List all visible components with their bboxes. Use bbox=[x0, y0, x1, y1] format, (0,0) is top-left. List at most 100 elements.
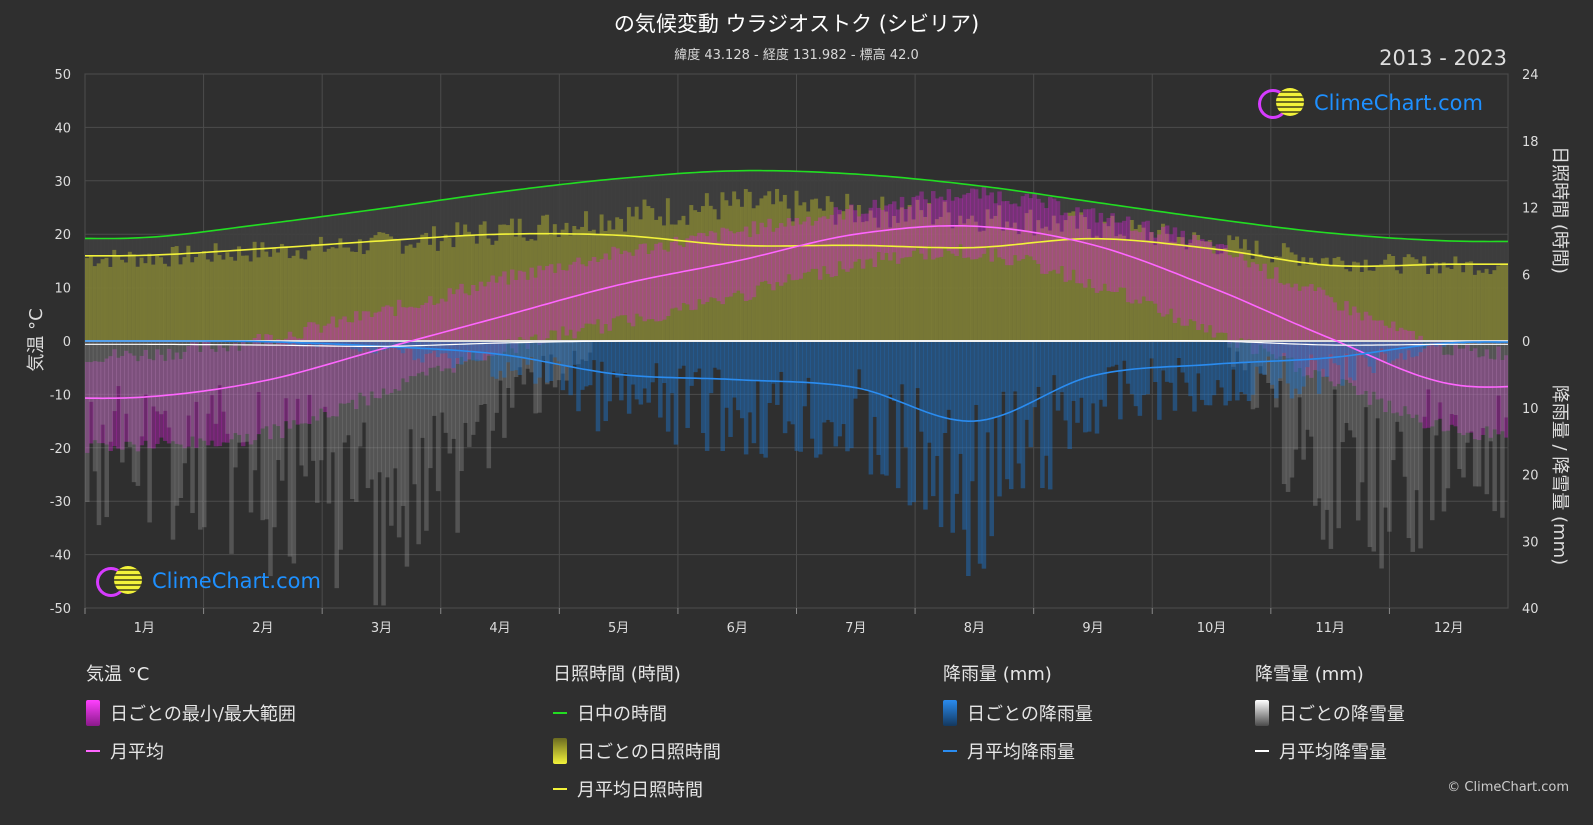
temp-range-bar bbox=[611, 246, 616, 319]
temp-range-bar bbox=[1422, 348, 1427, 429]
sunshine-bar bbox=[1258, 253, 1263, 341]
temp-range-bar bbox=[248, 344, 254, 445]
rain-bar bbox=[1192, 341, 1197, 412]
rain-bar bbox=[1153, 341, 1158, 383]
sunshine-bar bbox=[400, 253, 406, 341]
snow-bar bbox=[416, 341, 421, 545]
sunshine-bar bbox=[942, 201, 948, 341]
y-left-tick-label: 0 bbox=[63, 335, 71, 350]
rain-bar bbox=[767, 341, 772, 403]
rain-bar bbox=[482, 341, 488, 353]
temp-range-bar bbox=[876, 207, 881, 253]
sunshine-bar bbox=[1500, 264, 1505, 341]
temp-range-bar bbox=[1430, 340, 1435, 427]
temp-range-bar bbox=[630, 255, 636, 327]
temp-range-bar bbox=[272, 344, 277, 425]
temp-range-bar bbox=[1313, 290, 1318, 371]
snow-bar bbox=[1402, 341, 1408, 477]
sunshine-bar bbox=[373, 235, 378, 341]
sunshine-bar bbox=[778, 201, 784, 341]
brand-logo-top[interactable]: ClimeChart.com bbox=[1258, 88, 1483, 119]
rain-bar bbox=[880, 341, 885, 475]
temp-range-bar bbox=[700, 233, 706, 305]
temp-range-bar bbox=[131, 355, 137, 445]
rain-bar bbox=[942, 341, 948, 434]
rain-bar bbox=[634, 341, 640, 400]
temp-range-bar bbox=[478, 281, 484, 361]
snow-bar bbox=[264, 341, 269, 520]
rain-bar bbox=[564, 341, 570, 367]
legend-label: 日中の時間 bbox=[577, 704, 667, 725]
snow-bar bbox=[307, 341, 312, 395]
temp-range-bar bbox=[950, 200, 955, 254]
legend-rain-head: 降雨量 (mm) bbox=[943, 664, 1052, 685]
rain-bar bbox=[467, 341, 472, 350]
sunshine-bar bbox=[198, 253, 203, 341]
snow-bar bbox=[174, 341, 180, 506]
sunshine-bar bbox=[1441, 262, 1447, 341]
sunshine-bar bbox=[689, 205, 694, 341]
sunshine-bar bbox=[131, 254, 137, 341]
temp-range-bar bbox=[369, 317, 375, 392]
sunshine-bar bbox=[907, 205, 913, 341]
climechart-logo-icon bbox=[96, 566, 148, 597]
sunshine-bar bbox=[533, 240, 538, 341]
brand-logo-bottom[interactable]: ClimeChart.com bbox=[96, 566, 321, 597]
sunshine-bar bbox=[1254, 240, 1260, 341]
temp-range-bar bbox=[108, 356, 113, 451]
temp-range-bar bbox=[283, 338, 289, 422]
sunshine-bar bbox=[599, 214, 605, 341]
snow-bar bbox=[389, 341, 394, 526]
rain-bar bbox=[1254, 341, 1260, 367]
temp-range-bar bbox=[1469, 350, 1474, 433]
x-month-label: 8月 bbox=[964, 621, 985, 636]
sunshine-bar bbox=[720, 192, 725, 341]
rain-bar bbox=[1086, 341, 1092, 432]
sunshine-bar bbox=[1274, 256, 1279, 341]
sunshine-bar bbox=[1110, 215, 1115, 341]
sunshine-bar bbox=[459, 236, 464, 341]
temp-range-bar bbox=[899, 196, 905, 259]
snow-bar bbox=[502, 341, 507, 438]
rain-bar bbox=[459, 341, 464, 365]
sunshine-bar bbox=[1090, 238, 1096, 341]
snow-bar bbox=[377, 341, 382, 473]
snow-bar bbox=[252, 341, 258, 471]
sunshine-bar bbox=[494, 240, 499, 341]
brand-text: ClimeChart.com bbox=[152, 569, 321, 593]
snow-bar bbox=[322, 341, 328, 407]
temp-range-bar bbox=[915, 195, 920, 249]
snow-bar bbox=[96, 341, 102, 526]
sunshine-bar bbox=[1020, 231, 1026, 341]
rain-bar bbox=[716, 341, 722, 370]
sunshine-bar bbox=[802, 202, 807, 341]
sunshine-bar bbox=[1340, 260, 1345, 341]
legend-sun-daily: 日ごとの日照時間 bbox=[553, 738, 721, 764]
snow-bar bbox=[205, 341, 211, 414]
rain-bar bbox=[412, 341, 417, 361]
sunshine-bar bbox=[1352, 261, 1357, 341]
sunshine-bar bbox=[950, 228, 955, 341]
temp-range-bar bbox=[139, 355, 145, 446]
temp-range-bar bbox=[1176, 243, 1182, 318]
sunshine-bar bbox=[541, 215, 546, 341]
x-month-label: 5月 bbox=[608, 621, 629, 636]
rain-bar bbox=[720, 341, 725, 452]
sunshine-bar bbox=[661, 225, 667, 341]
rain-bar bbox=[1094, 341, 1100, 434]
sunshine-bar bbox=[767, 191, 772, 341]
snow-bar bbox=[1281, 341, 1287, 485]
rain-bar bbox=[884, 341, 889, 476]
temp-range-bar bbox=[1383, 325, 1388, 413]
sunshine-bar bbox=[853, 222, 858, 341]
sunshine-bar bbox=[1032, 235, 1037, 341]
rain-bar bbox=[888, 341, 893, 395]
temp-range-bar bbox=[1480, 356, 1486, 435]
temp-range-bar bbox=[599, 259, 605, 334]
temp-range-bar bbox=[1297, 290, 1302, 369]
temp-range-bar bbox=[431, 304, 437, 368]
rain-bar bbox=[369, 341, 375, 354]
snow-bar bbox=[1418, 341, 1423, 549]
temp-range-bar bbox=[217, 344, 223, 447]
temp-range-bar bbox=[1137, 232, 1143, 304]
